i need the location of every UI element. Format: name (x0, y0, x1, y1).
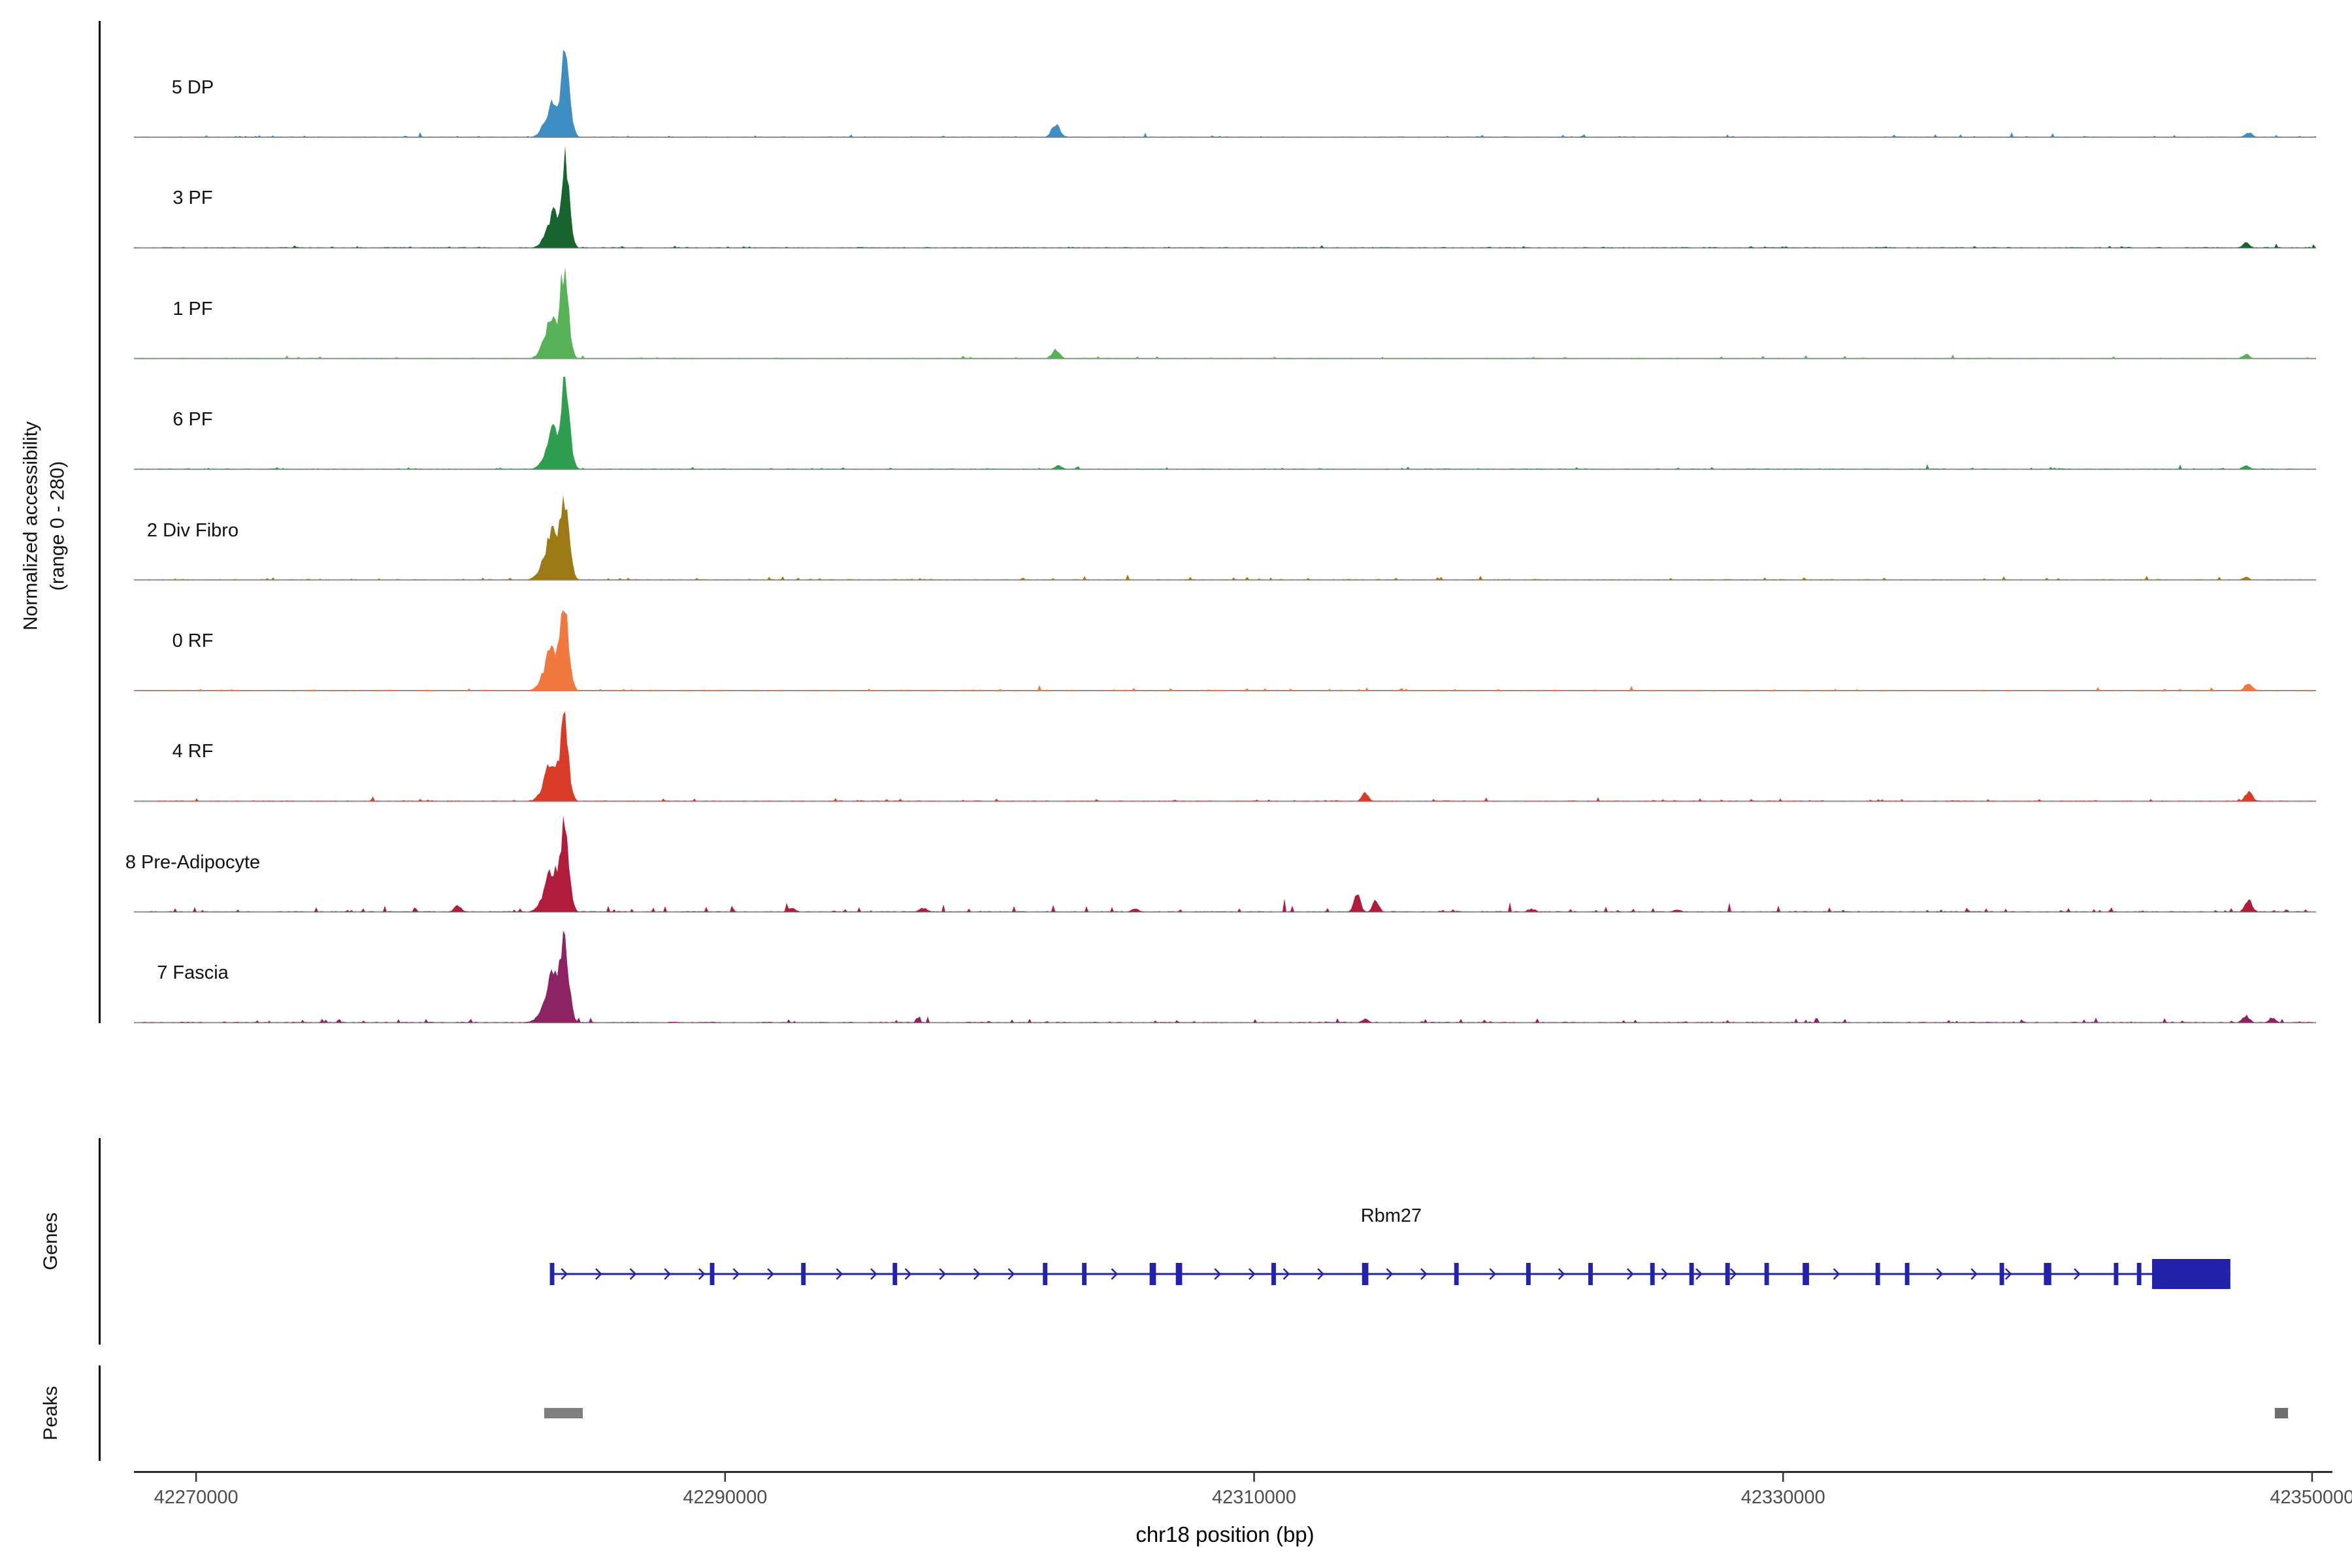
strand-arrow-icon (1111, 1268, 1119, 1280)
strand-arrow-icon (904, 1268, 912, 1280)
genes-section-label: Genes (40, 1212, 61, 1271)
coverage-track-area (134, 50, 2316, 137)
strand-arrow-icon (767, 1268, 774, 1280)
strand-arrow-icon (1420, 1268, 1428, 1280)
exon-block (1764, 1263, 1769, 1285)
strand-arrow-icon (1282, 1268, 1290, 1280)
x-tick-label: 42290000 (683, 1487, 768, 1508)
strand-arrow-icon (629, 1268, 637, 1280)
strand-arrow-icon (1386, 1268, 1394, 1280)
exon-block (1999, 1263, 2004, 1285)
track-label: 8 Pre-Adipocyte (125, 851, 261, 873)
y-axis-label-line1: Normalized accessibility (20, 421, 42, 631)
x-tick-label: 42270000 (154, 1487, 238, 1508)
strand-arrow-icon (1214, 1268, 1222, 1280)
strand-arrow-icon (870, 1268, 877, 1280)
track-label: 5 DP (171, 77, 214, 98)
gene-name-label: Rbm27 (1360, 1205, 1422, 1226)
tracks-axis-bracket (99, 21, 101, 1023)
coverage-track-area (134, 610, 2316, 691)
strand-arrow-icon (2004, 1268, 2012, 1280)
exon-block (2114, 1263, 2119, 1285)
strand-arrow-icon (939, 1268, 947, 1280)
peaks-axis-bracket (99, 1365, 101, 1461)
strand-arrow-icon (1489, 1268, 1497, 1280)
exon-block (892, 1263, 898, 1285)
strand-arrow-icon (1558, 1268, 1565, 1280)
x-axis-title: chr18 position (bp) (1135, 1522, 1315, 1546)
track-label: 0 RF (172, 630, 214, 651)
track-label: 3 PF (172, 188, 213, 209)
peaks-section-label: Peaks (40, 1386, 61, 1441)
coverage-track-area (134, 815, 2316, 912)
exon-block (801, 1263, 806, 1285)
strand-arrow-icon (1729, 1268, 1737, 1280)
coverage-track-area (134, 376, 2316, 470)
exon-block (2136, 1263, 2142, 1285)
x-tick-label: 42310000 (1212, 1487, 1297, 1508)
coverage-track-area (134, 495, 2316, 580)
strand-arrow-icon (732, 1268, 740, 1280)
peak-region-bar (2274, 1408, 2289, 1418)
exon-block (1362, 1263, 1369, 1285)
exon-block (549, 1263, 555, 1285)
coverage-track-area (134, 711, 2316, 802)
strand-arrow-icon (1833, 1268, 1840, 1280)
strand-arrow-icon (1695, 1268, 1703, 1280)
exon-block (1588, 1263, 1593, 1285)
exon-block (1526, 1263, 1531, 1285)
strand-arrow-icon (1936, 1268, 1944, 1280)
x-tick-label: 42330000 (1740, 1487, 1825, 1508)
exon-block (710, 1263, 715, 1285)
x-tick-label: 42350000 (2270, 1487, 2352, 1508)
track-label: 6 PF (172, 409, 213, 431)
strand-arrow-icon (836, 1268, 843, 1280)
coverage-track-area (134, 145, 2316, 248)
terminal-exon-block (2151, 1259, 2230, 1289)
exon-block (1875, 1263, 1880, 1285)
strand-arrow-icon (1626, 1268, 1634, 1280)
strand-arrow-icon (698, 1268, 706, 1280)
coverage-track-area (134, 267, 2316, 359)
exon-block (1904, 1263, 1910, 1285)
exon-block (1043, 1263, 1048, 1285)
strand-arrow-icon (1007, 1268, 1015, 1280)
track-label: 2 Div Fibro (146, 519, 239, 541)
peak-region-bar (544, 1408, 583, 1418)
exon-block (1271, 1263, 1276, 1285)
track-label: 7 Fascia (157, 962, 229, 984)
strand-arrow-icon (1661, 1268, 1669, 1280)
coverage-track-area (134, 930, 2316, 1023)
exon-block (1650, 1263, 1655, 1285)
track-label: 4 RF (172, 741, 214, 762)
track-label: 1 PF (172, 298, 213, 319)
strand-arrow-icon (1249, 1268, 1256, 1280)
exon-block (1689, 1263, 1694, 1285)
strand-arrow-icon (561, 1268, 568, 1280)
exon-block (1175, 1263, 1183, 1285)
strand-arrow-icon (595, 1268, 602, 1280)
exon-block (1454, 1263, 1459, 1285)
exon-block (1149, 1263, 1156, 1285)
exon-block (1725, 1263, 1730, 1285)
strand-arrow-icon (2074, 1268, 2081, 1280)
exon-block (1803, 1263, 1809, 1285)
exon-block (1082, 1263, 1087, 1285)
strand-arrow-icon (1970, 1268, 1978, 1280)
strand-arrow-icon (973, 1268, 981, 1280)
strand-arrow-icon (1317, 1268, 1324, 1280)
genes-axis-bracket (99, 1138, 101, 1345)
exon-block (2044, 1263, 2051, 1285)
strand-arrow-icon (664, 1268, 671, 1280)
